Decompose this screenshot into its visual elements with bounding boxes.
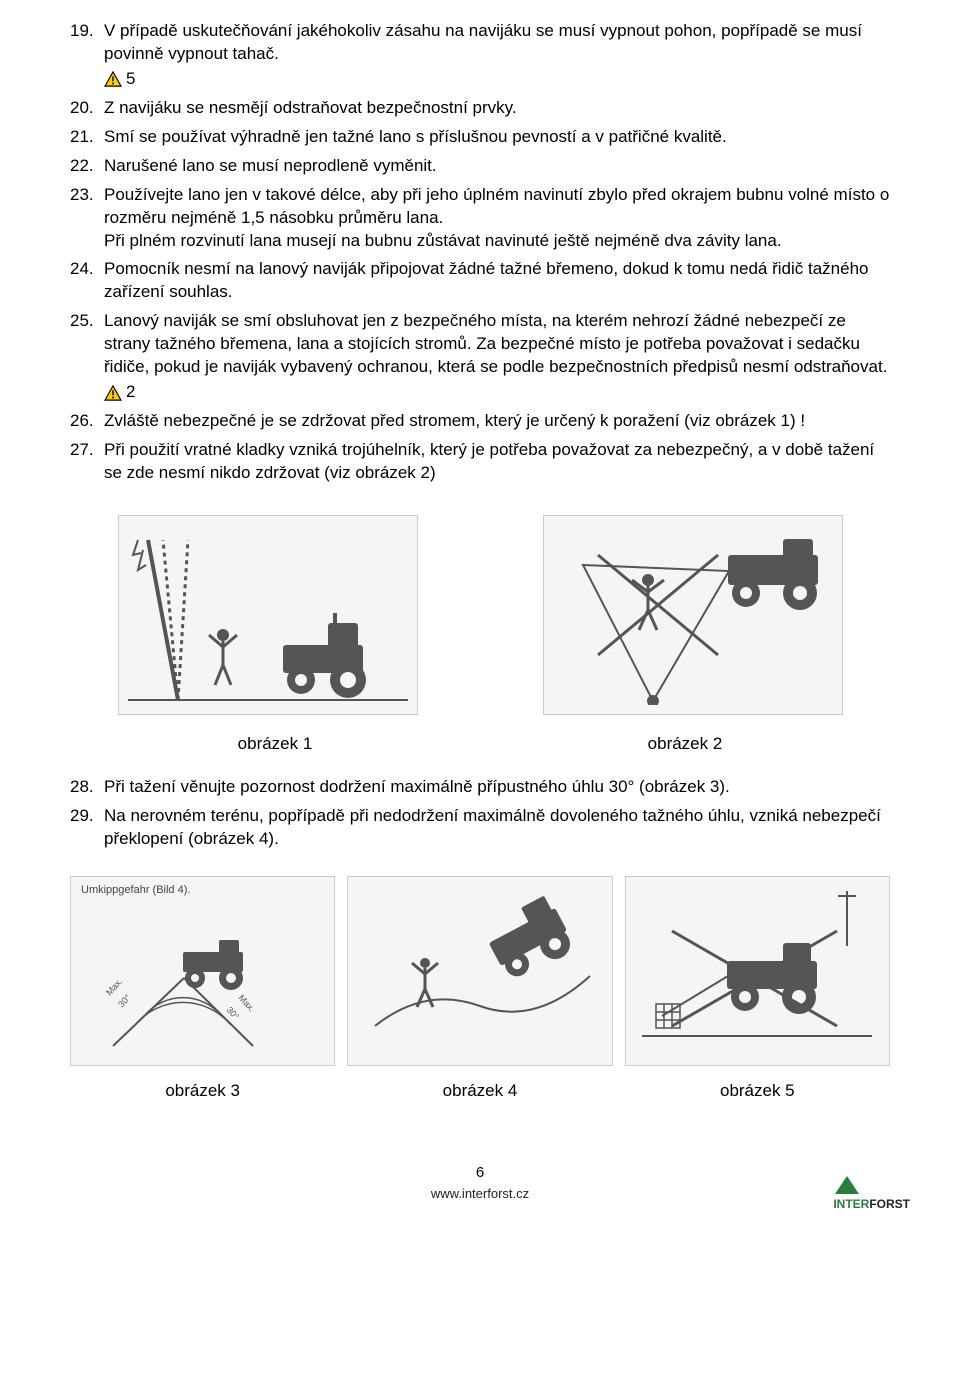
instruction-item: 29. Na nerovném terénu, popřípadě při ned… <box>70 805 890 851</box>
instruction-item: 27. Při použití vratné kladky vzniká troj… <box>70 439 890 485</box>
svg-text:Max.: Max. <box>236 992 256 1013</box>
instruction-text: Při tažení věnujte pozornost dodržení ma… <box>104 777 730 796</box>
safety-instructions-list-1: 19. V případě uskutečňování jakéhokoliv z… <box>70 20 890 485</box>
instruction-item: 28. Při tažení věnujte pozornost dodržení… <box>70 776 890 799</box>
instruction-number: 19. <box>70 20 94 43</box>
svg-text:Max.: Max. <box>104 976 124 997</box>
instruction-number: 27. <box>70 439 94 462</box>
figure-4-caption: obrázek 4 <box>347 1080 612 1103</box>
figure-5-panel <box>625 876 890 1066</box>
warning-number: 5 <box>126 68 135 91</box>
figure-3-panel: Umkippgefahr (Bild 4). Max. 30° Max. 30° <box>70 876 335 1066</box>
instruction-text: Narušené lano se musí neprodleně vyměnit… <box>104 156 437 175</box>
figure-2-panel <box>543 515 843 715</box>
figure-3-caption: obrázek 3 <box>70 1080 335 1103</box>
instruction-number: 26. <box>70 410 94 433</box>
instruction-item: 19. V případě uskutečňování jakéhokoliv z… <box>70 20 890 91</box>
warning-marker: 2 <box>104 381 890 404</box>
figure-caption-row-1: obrázek 1 obrázek 2 <box>70 733 890 756</box>
instruction-item: 20. Z navijáku se nesmějí odstraňovat bez… <box>70 97 890 120</box>
figure-4-panel <box>347 876 612 1066</box>
instruction-item: 23. Používejte lano jen v takové délce, a… <box>70 184 890 253</box>
instruction-text: Smí se používat výhradně jen tažné lano … <box>104 127 727 146</box>
instruction-text: Lanový naviják se smí obsluhovat jen z b… <box>104 311 887 376</box>
instruction-text: Na nerovném terénu, popřípadě při nedodr… <box>104 806 881 848</box>
figure-2-caption: obrázek 2 <box>535 733 835 756</box>
instruction-number: 21. <box>70 126 94 149</box>
instruction-number: 24. <box>70 258 94 281</box>
footer-url: www.interforst.cz <box>70 1185 890 1203</box>
instruction-number: 22. <box>70 155 94 178</box>
instruction-item: 21. Smí se používat výhradně jen tažné la… <box>70 126 890 149</box>
interforst-logo: INTERFORST <box>833 1176 910 1212</box>
logo-text-forst: FORST <box>869 1197 910 1211</box>
instruction-number: 25. <box>70 310 94 333</box>
instruction-number: 20. <box>70 97 94 120</box>
figure-row-1 <box>70 515 890 715</box>
page-footer: 6 www.interforst.cz <box>70 1163 890 1203</box>
instruction-text: Používejte lano jen v takové délce, aby … <box>104 185 889 250</box>
instruction-number: 29. <box>70 805 94 828</box>
instruction-item: 25. Lanový naviják se smí obsluhovat jen … <box>70 310 890 404</box>
instruction-item: 26. Zvláště nebezpečné je se zdržovat pře… <box>70 410 890 433</box>
instruction-number: 23. <box>70 184 94 207</box>
warning-marker: 5 <box>104 68 890 91</box>
instruction-text: Zvláště nebezpečné je se zdržovat před s… <box>104 411 805 430</box>
figure-row-2: Umkippgefahr (Bild 4). Max. 30° Max. 30° <box>70 876 890 1066</box>
figure-caption-row-2: obrázek 3 obrázek 4 obrázek 5 <box>70 1080 890 1103</box>
logo-triangle-icon <box>835 1176 859 1194</box>
figure-5-caption: obrázek 5 <box>625 1080 890 1103</box>
figure-1-panel <box>118 515 418 715</box>
logo-text-inter: INTER <box>833 1197 869 1211</box>
instruction-number: 28. <box>70 776 94 799</box>
page-number: 6 <box>70 1163 890 1183</box>
safety-instructions-list-2: 28. Při tažení věnujte pozornost dodržení… <box>70 776 890 851</box>
warning-number: 2 <box>126 381 135 404</box>
instruction-text: V případě uskutečňování jakéhokoliv zása… <box>104 21 862 63</box>
figure-3-inner-label: Umkippgefahr (Bild 4). <box>81 883 190 898</box>
figure-1-caption: obrázek 1 <box>125 733 425 756</box>
instruction-text: Pomocník nesmí na lanový naviják připojo… <box>104 259 869 301</box>
svg-text:30°: 30° <box>116 992 133 1009</box>
instruction-item: 22. Narušené lano se musí neprodleně vymě… <box>70 155 890 178</box>
instruction-text: Z navijáku se nesmějí odstraňovat bezpeč… <box>104 98 517 117</box>
instruction-text: Při použití vratné kladky vzniká trojúhe… <box>104 440 874 482</box>
instruction-item: 24. Pomocník nesmí na lanový naviják přip… <box>70 258 890 304</box>
